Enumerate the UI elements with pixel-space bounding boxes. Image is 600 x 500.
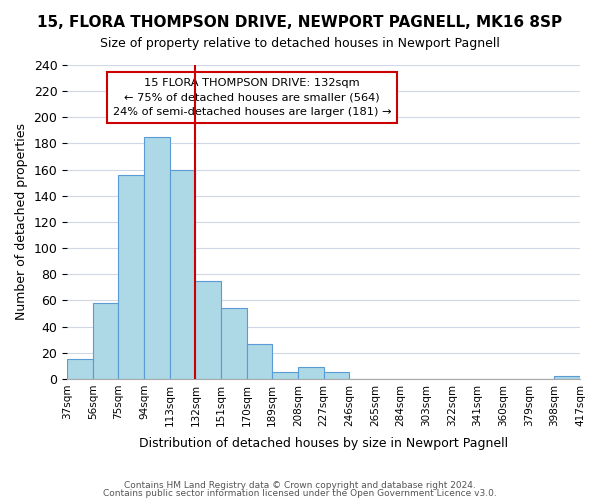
Text: 15 FLORA THOMPSON DRIVE: 132sqm
← 75% of detached houses are smaller (564)
24% o: 15 FLORA THOMPSON DRIVE: 132sqm ← 75% of… [113,78,391,117]
Bar [170,170,196,379]
Bar [93,303,118,379]
Text: 15, FLORA THOMPSON DRIVE, NEWPORT PAGNELL, MK16 8SP: 15, FLORA THOMPSON DRIVE, NEWPORT PAGNEL… [37,15,563,30]
Bar [221,308,247,379]
Bar [323,372,349,379]
Y-axis label: Number of detached properties: Number of detached properties [15,124,28,320]
Bar [554,376,580,379]
Text: Contains public sector information licensed under the Open Government Licence v3: Contains public sector information licen… [103,488,497,498]
Text: Size of property relative to detached houses in Newport Pagnell: Size of property relative to detached ho… [100,38,500,51]
Bar [196,281,221,379]
Bar [298,367,323,379]
Bar [272,372,298,379]
Bar [144,137,170,379]
Bar [67,360,93,379]
Text: Contains HM Land Registry data © Crown copyright and database right 2024.: Contains HM Land Registry data © Crown c… [124,481,476,490]
X-axis label: Distribution of detached houses by size in Newport Pagnell: Distribution of detached houses by size … [139,437,508,450]
Bar [247,344,272,379]
Bar [118,175,144,379]
